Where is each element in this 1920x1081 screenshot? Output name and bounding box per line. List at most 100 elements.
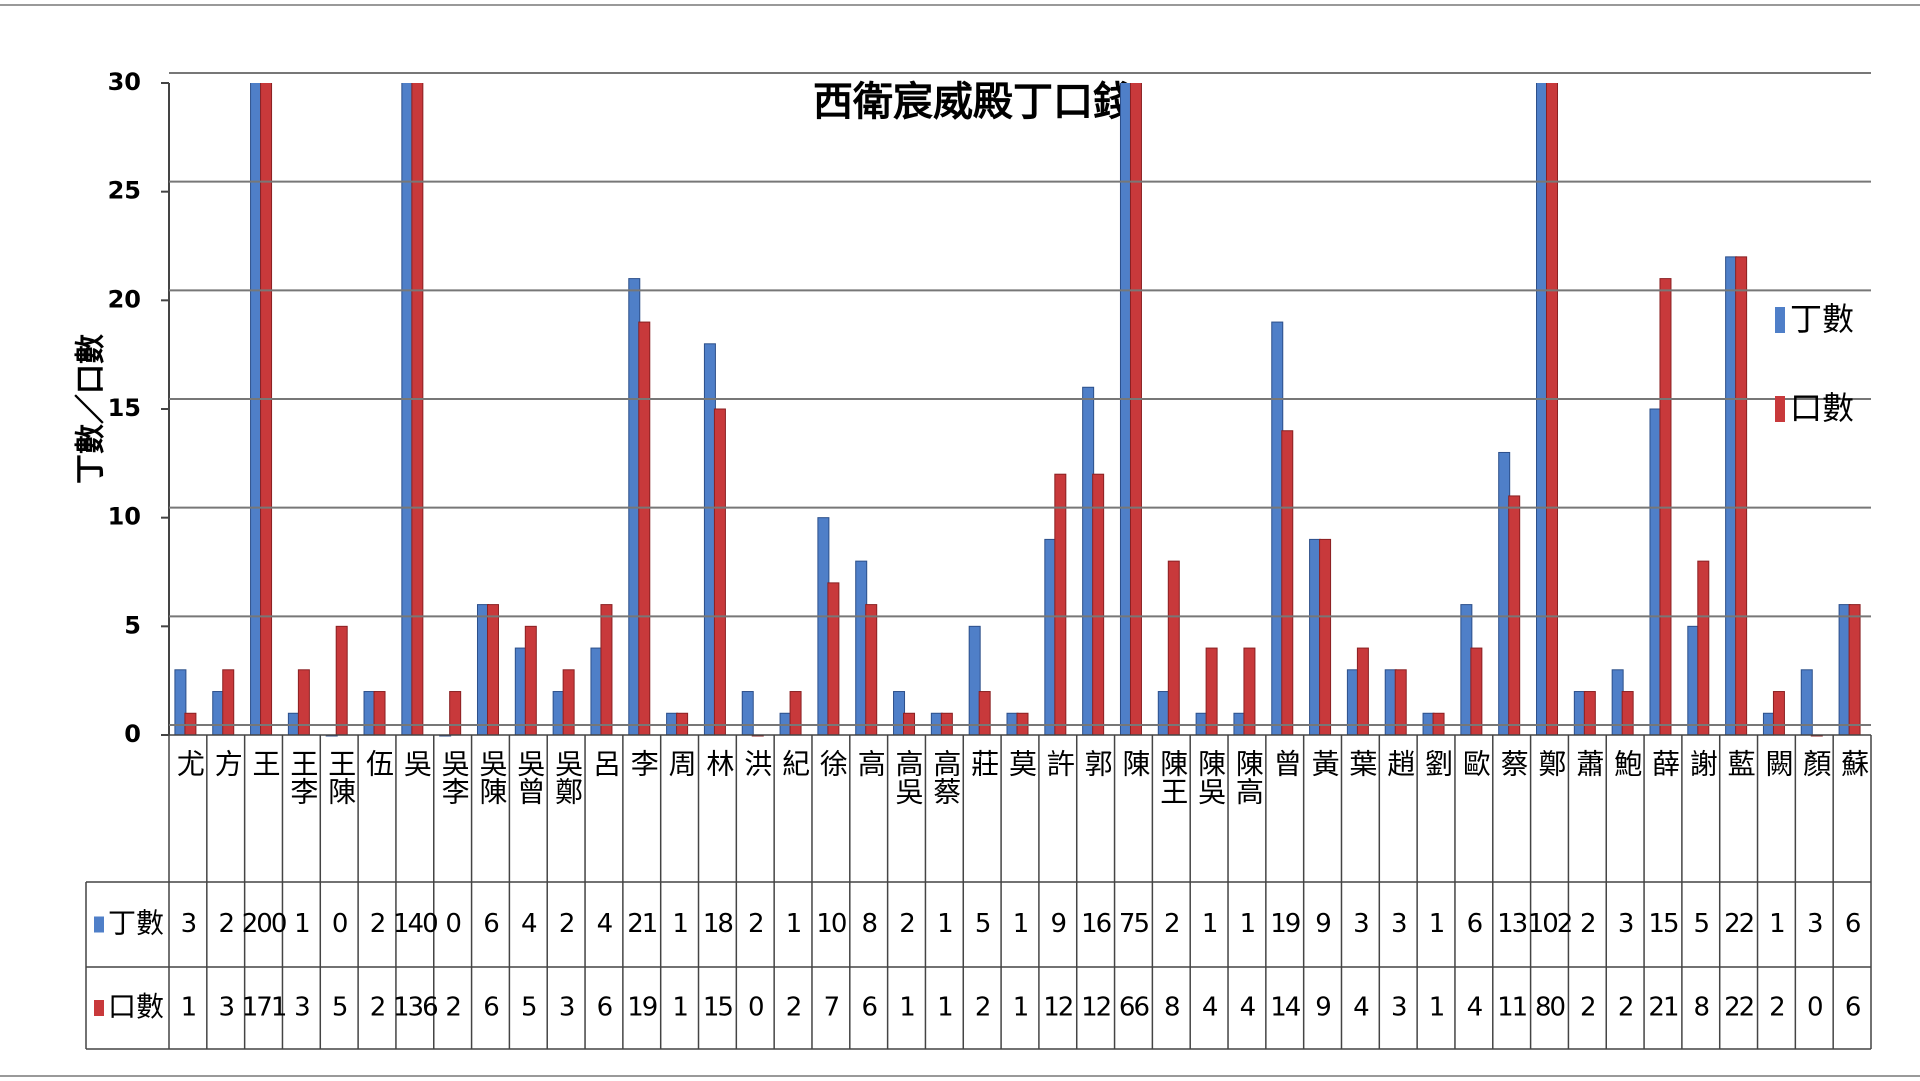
bar	[703, 343, 716, 736]
x-tick-label: 闕	[1761, 749, 1794, 777]
bar	[212, 691, 225, 736]
x-tick-label: 吳	[400, 749, 433, 777]
bar	[1725, 256, 1738, 736]
x-tick-label: 周	[665, 749, 698, 777]
x-tick-label: 鄭	[1535, 749, 1568, 777]
x-tick-label: 郭	[1081, 749, 1114, 777]
data-label: 8	[1694, 993, 1709, 1023]
data-label: 0	[332, 909, 347, 939]
bar	[741, 691, 754, 736]
data-label: 6	[1467, 909, 1482, 939]
data-label: 4	[1467, 993, 1483, 1023]
x-tick-label: 高蔡	[929, 749, 962, 805]
data-label: 8	[861, 909, 876, 939]
bar	[476, 604, 489, 736]
bar	[978, 691, 991, 736]
data-label: 1	[899, 993, 914, 1023]
x-tick-label: 高吳	[892, 749, 925, 805]
bar	[1583, 691, 1596, 736]
legend-label: 丁數	[108, 907, 164, 940]
x-tick-label: 莊	[967, 749, 1000, 777]
bar	[524, 625, 537, 736]
data-label: 6	[483, 993, 498, 1023]
bar	[1848, 604, 1861, 736]
y-axis-title: 丁數／口數	[74, 334, 109, 484]
x-tick-label: 方	[211, 749, 244, 777]
bar	[1621, 691, 1634, 736]
y-tick-label: 5	[124, 611, 141, 639]
data-label: 5	[332, 993, 347, 1023]
bar	[1735, 256, 1748, 736]
data-label: 6	[1845, 993, 1860, 1023]
bar	[552, 691, 565, 736]
data-label: 5	[521, 993, 536, 1023]
data-label: 1	[1769, 909, 1784, 939]
data-label: 15	[1648, 909, 1678, 939]
data-label: 1	[672, 993, 687, 1023]
bar	[1838, 604, 1851, 736]
data-label: 21	[1648, 993, 1678, 1023]
data-label: 0	[445, 909, 460, 939]
x-tick-label: 趙	[1383, 749, 1416, 777]
bar	[1460, 604, 1473, 736]
x-tick-label: 葉	[1345, 749, 1378, 777]
data-label: 2	[370, 993, 385, 1023]
data-label: 3	[1391, 909, 1406, 939]
legend-swatch	[94, 916, 104, 933]
data-label: 3	[1618, 909, 1633, 939]
bar	[600, 604, 613, 736]
bar	[1281, 430, 1294, 736]
data-label: 5	[975, 909, 990, 939]
data-label: 1	[1240, 909, 1255, 939]
data-label: 15	[703, 993, 733, 1023]
bar	[449, 691, 462, 736]
data-label: 22	[1724, 993, 1753, 1023]
data-label: 21	[627, 909, 657, 939]
data-label: 4	[1202, 993, 1218, 1023]
data-label: 4	[1240, 993, 1256, 1023]
data-label: 4	[597, 909, 613, 939]
bar	[1044, 538, 1057, 736]
data-label: 2	[1769, 993, 1784, 1023]
data-label: 4	[521, 909, 537, 939]
data-label: 19	[1270, 909, 1300, 939]
data-label: 3	[294, 993, 309, 1023]
bar	[1129, 83, 1142, 736]
bar	[1082, 386, 1095, 736]
bar	[865, 604, 878, 736]
data-label: 171	[242, 993, 286, 1023]
bar	[817, 517, 830, 736]
x-tick-label: 顏	[1799, 749, 1832, 777]
legend-label: 丁數	[1790, 300, 1854, 338]
y-tick-label: 15	[108, 394, 141, 422]
x-tick-label: 洪	[740, 749, 773, 777]
data-label: 13	[1497, 909, 1527, 939]
bar	[855, 560, 868, 736]
data-label: 1	[1202, 909, 1217, 939]
data-label: 2	[1580, 909, 1595, 939]
data-label: 3	[218, 993, 233, 1023]
x-tick-label: 許	[1043, 749, 1076, 777]
data-label: 12	[1043, 993, 1072, 1023]
data-label: 80	[1535, 993, 1565, 1023]
chart-title: 西衛宸威殿丁口錢	[813, 79, 1133, 125]
y-tick-label: 20	[108, 285, 141, 313]
data-label: 1	[786, 909, 801, 939]
data-label: 1	[672, 909, 687, 939]
bar	[590, 647, 603, 736]
data-label: 2	[559, 909, 574, 939]
bar	[401, 83, 414, 736]
bar	[1319, 538, 1332, 736]
data-label: 2	[218, 909, 233, 939]
bar	[373, 691, 386, 736]
data-label: 3	[181, 909, 196, 939]
data-label: 1	[937, 909, 952, 939]
data-label: 19	[627, 993, 657, 1023]
x-tick-label: 莫	[1005, 749, 1038, 777]
x-tick-label: 蕭	[1572, 749, 1605, 777]
y-tick-label: 30	[108, 68, 141, 96]
x-tick-label: 薛	[1648, 749, 1681, 777]
data-label: 11	[1497, 993, 1527, 1023]
data-label: 1	[181, 993, 196, 1023]
x-tick-label: 鮑	[1610, 749, 1643, 777]
